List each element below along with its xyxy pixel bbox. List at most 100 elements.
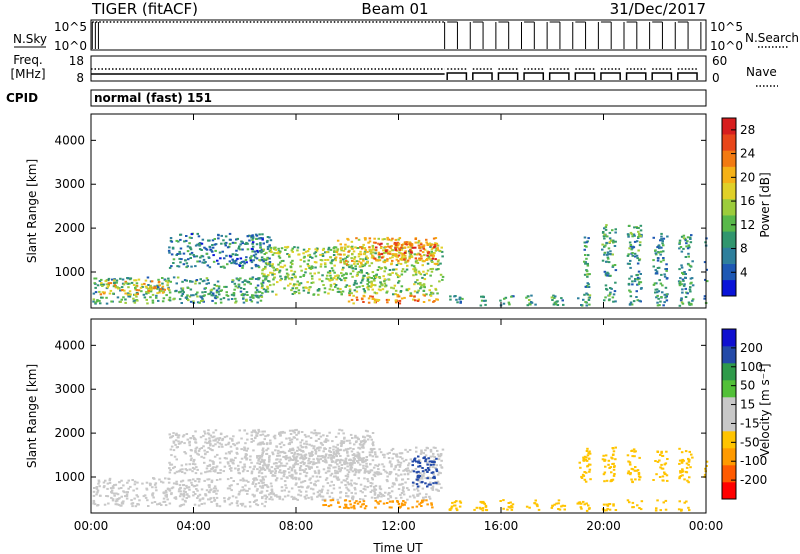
heatmap-cell (93, 487, 96, 489)
heatmap-cell (441, 255, 444, 258)
heatmap-cell (221, 439, 224, 442)
heatmap-cell (366, 283, 369, 286)
heatmap-cell (101, 285, 104, 287)
heatmap-cell (308, 457, 311, 460)
heatmap-cell (216, 441, 219, 444)
heatmap-cell (583, 260, 586, 263)
heatmap-cell (356, 298, 359, 301)
heatmap-cell (125, 281, 128, 284)
heatmap-cell (629, 245, 632, 248)
heatmap-cell (425, 293, 428, 296)
heatmap-cell (100, 296, 103, 299)
heatmap-cell (261, 496, 264, 499)
heatmap-cell (177, 436, 180, 439)
heatmap-cell (332, 451, 336, 454)
heatmap-cell (168, 478, 171, 480)
heatmap-cell (196, 497, 199, 499)
heatmap-cell (321, 280, 324, 283)
colorbar-segment (722, 414, 736, 432)
heatmap-cell (612, 503, 615, 506)
heatmap-cell (613, 290, 617, 293)
heatmap-cell (423, 294, 426, 297)
colorbar-tick-label: 50 (740, 379, 755, 393)
heatmap-cell (663, 293, 666, 296)
heatmap-cell (634, 466, 637, 468)
heatmap-cell (449, 295, 452, 298)
heatmap-cell (267, 280, 270, 282)
heatmap-cell (113, 284, 117, 287)
heatmap-cell (208, 470, 211, 473)
heatmap-cell (115, 281, 118, 284)
heatmap-cell (293, 453, 296, 456)
heatmap-cell (326, 492, 329, 495)
heatmap-cell (480, 295, 483, 298)
heatmap-cell (424, 496, 428, 499)
heatmap-cell (435, 464, 438, 467)
heatmap-cell (125, 495, 129, 498)
heatmap-cell (92, 499, 96, 502)
heatmap-cell (357, 260, 361, 263)
heatmap-cell (170, 487, 174, 490)
heatmap-cell (260, 256, 264, 259)
heatmap-cell (417, 289, 420, 292)
heatmap-cell (309, 460, 313, 463)
heatmap-cell (336, 274, 339, 277)
heatmap-cell (214, 466, 218, 469)
heatmap-cell (378, 259, 382, 262)
freq-segment (677, 72, 698, 80)
heatmap-cell (134, 288, 137, 291)
heatmap-cell (254, 477, 258, 480)
y-tick-label: 2000 (54, 426, 85, 440)
heatmap-cell (611, 454, 615, 456)
heatmap-cell (663, 473, 667, 475)
heatmap-cell (194, 480, 197, 483)
heatmap-cell (336, 287, 340, 290)
heatmap-cell (357, 461, 360, 464)
heatmap-cell (426, 269, 430, 272)
heatmap-cell (377, 468, 380, 471)
heatmap-cell (383, 238, 386, 241)
heatmap-cell (656, 291, 659, 294)
heatmap-cell (346, 255, 349, 258)
heatmap-cell (292, 464, 295, 467)
heatmap-cell (101, 291, 105, 294)
heatmap-cell (302, 458, 305, 461)
heatmap-cell (182, 492, 186, 495)
heatmap-cell (528, 506, 531, 509)
heatmap-cell (319, 495, 323, 498)
heatmap-cell (289, 448, 292, 451)
heatmap-cell (431, 455, 435, 458)
heatmap-cell (333, 250, 336, 253)
heatmap-cell (216, 472, 220, 474)
heatmap-cell (336, 450, 339, 453)
heatmap-cell (608, 467, 611, 469)
heatmap-cell (292, 466, 296, 469)
heatmap-cell (168, 502, 172, 505)
heatmap-cell (604, 226, 608, 229)
heatmap-cell (605, 224, 608, 227)
power-ylabel: Slant Range [km] (25, 159, 39, 263)
heatmap-cell (371, 455, 374, 458)
heatmap-cell (376, 501, 379, 504)
heatmap-cell (373, 485, 376, 488)
heatmap-cell (368, 471, 372, 474)
heatmap-cell (609, 250, 612, 253)
heatmap-cell (213, 243, 217, 246)
heatmap-cell (455, 509, 459, 512)
heatmap-cell (131, 502, 134, 505)
heatmap-cell (584, 480, 588, 483)
heatmap-cell (307, 459, 310, 462)
heatmap-cell (190, 237, 193, 239)
heatmap-cell (252, 259, 255, 262)
heatmap-cell (266, 285, 269, 288)
heatmap-cell (299, 444, 303, 447)
heatmap-cell (305, 446, 308, 449)
heatmap-cell (332, 455, 336, 458)
heatmap-region (99, 278, 170, 296)
heatmap-cell (170, 445, 174, 448)
heatmap-cell (423, 278, 427, 281)
heatmap-cell (425, 241, 428, 244)
heatmap-cell (175, 480, 178, 483)
heatmap-cell (221, 250, 224, 253)
heatmap-cell (201, 297, 204, 300)
